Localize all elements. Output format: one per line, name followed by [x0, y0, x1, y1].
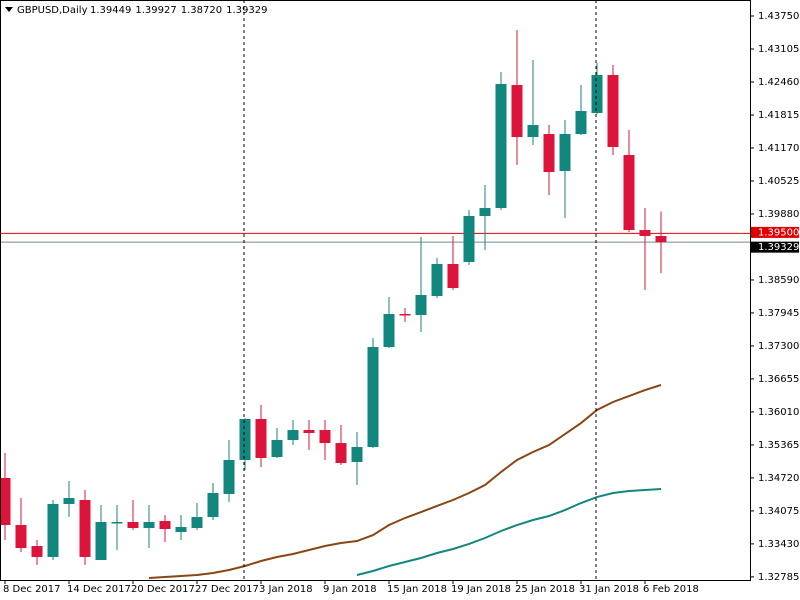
- candle-body: [543, 134, 555, 173]
- x-tick-label: 6 Feb 2018: [643, 584, 699, 595]
- candle-body: [351, 447, 363, 462]
- candle-body: [511, 85, 523, 138]
- y-tick-label: 1.37300: [758, 341, 799, 352]
- candle-body: [303, 430, 315, 433]
- x-tick-label: 3 Jan 2018: [259, 584, 313, 595]
- y-tick-label: 1.34720: [758, 473, 799, 484]
- y-tick-label: 1.39880: [758, 209, 799, 220]
- y-tick-label: 1.36010: [758, 407, 799, 418]
- y-tick-label: 1.41170: [758, 143, 799, 154]
- price-label-box: [751, 226, 799, 238]
- x-tick-label: 14 Dec 2017: [67, 584, 131, 595]
- ohlc-value: 1.39927: [135, 5, 176, 16]
- ohlc-values: 1.39449 1.39927 1.38720 1.39329: [90, 5, 267, 16]
- price-label: 1.39500: [758, 227, 799, 238]
- y-tick-label: 1.40525: [758, 176, 799, 187]
- candle-body: [655, 236, 667, 243]
- candle-body: [287, 430, 299, 440]
- candle-body: [591, 74, 603, 113]
- candle-body: [431, 263, 443, 297]
- candle-body: [111, 521, 123, 524]
- plot-border: [0, 0, 751, 581]
- candle-body: [623, 154, 635, 231]
- candle-body: [79, 500, 91, 557]
- y-tick-label: 1.32785: [758, 572, 799, 583]
- candle-body: [575, 110, 587, 135]
- y-tick-label: 1.43750: [758, 11, 799, 22]
- candle-body: [239, 418, 251, 460]
- y-tick-label: 1.37945: [758, 308, 799, 319]
- y-tick-label: 1.33430: [758, 539, 799, 550]
- candle-body: [559, 134, 571, 171]
- candle-body: [47, 503, 59, 557]
- ohlc-value: 1.39329: [226, 5, 267, 16]
- candle-body: [255, 418, 267, 459]
- price-label: 1.39329: [758, 242, 799, 253]
- symbol-title: GBPUSD,Daily: [17, 5, 88, 16]
- candle-body: [319, 430, 331, 444]
- x-tick-label: 15 Jan 2018: [387, 584, 447, 595]
- candle-body: [127, 521, 139, 529]
- y-tick-label: 1.38590: [758, 275, 799, 286]
- candle-body: [399, 314, 411, 316]
- y-tick-label: 1.43105: [758, 44, 799, 55]
- candle-body: [63, 498, 75, 504]
- x-tick-label: 8 Dec 2017: [3, 584, 61, 595]
- candle-body: [383, 314, 395, 348]
- x-tick-label: 25 Jan 2018: [515, 584, 575, 595]
- candle-body: [0, 478, 11, 526]
- y-tick-label: 1.36655: [758, 374, 799, 385]
- y-tick-label: 1.34075: [758, 506, 799, 517]
- menu-triangle[interactable]: [5, 7, 13, 12]
- candle-body: [607, 74, 619, 148]
- y-tick-label: 1.42460: [758, 77, 799, 88]
- candle-body: [479, 208, 491, 217]
- candle-body: [143, 521, 155, 529]
- candle-body: [159, 521, 171, 530]
- candle-body: [367, 347, 379, 448]
- candle-body: [447, 263, 459, 289]
- candle-body: [415, 294, 427, 316]
- x-tick-label: 20 Dec 2017: [131, 584, 195, 595]
- candle-body: [271, 440, 283, 458]
- moving-average: [148, 384, 662, 580]
- candle-body: [639, 230, 651, 237]
- candle-body: [223, 460, 235, 495]
- candle-body: [463, 216, 475, 262]
- candle-body: [527, 125, 539, 138]
- candle-body: [191, 517, 203, 529]
- candle-body: [15, 525, 27, 549]
- moving-average: [356, 488, 662, 576]
- x-tick-label: 27 Dec 2017: [195, 584, 259, 595]
- ohlc-value: 1.39449: [90, 5, 131, 16]
- x-tick-label: 19 Jan 2018: [451, 584, 511, 595]
- y-tick-label: 1.41815: [758, 110, 799, 121]
- x-tick-label: 31 Jan 2018: [579, 584, 639, 595]
- x-tick-label: 9 Jan 2018: [323, 584, 377, 595]
- ohlc-value: 1.38720: [181, 5, 222, 16]
- plot-area: [0, 30, 750, 580]
- candle-body: [31, 546, 43, 557]
- candle-body: [335, 443, 347, 464]
- candle-body: [175, 527, 187, 533]
- candle-body: [95, 521, 107, 560]
- price-label-box: [751, 241, 799, 253]
- y-tick-label: 1.35365: [758, 440, 799, 451]
- candle-body: [495, 83, 507, 209]
- candle-body: [207, 492, 219, 518]
